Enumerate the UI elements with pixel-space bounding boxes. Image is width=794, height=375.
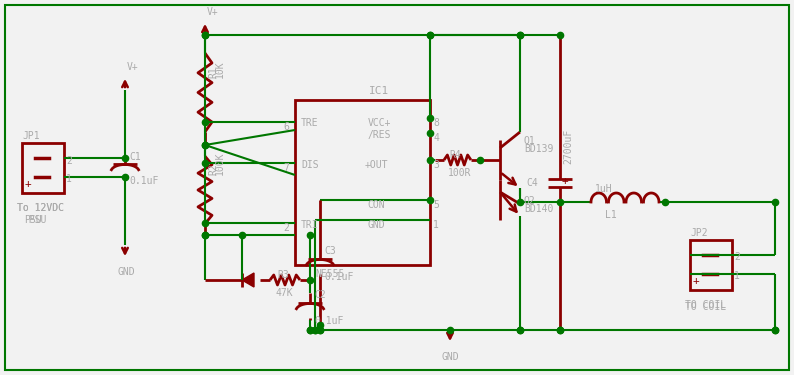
- Text: 2: 2: [283, 223, 289, 233]
- Text: C3: C3: [324, 246, 336, 256]
- Text: 3: 3: [433, 160, 439, 170]
- Text: 100K: 100K: [215, 152, 225, 175]
- Bar: [22, 143, 64, 193]
- Text: BD140: BD140: [524, 204, 553, 214]
- Text: 0.1uF: 0.1uF: [129, 177, 158, 186]
- Text: 2: 2: [66, 156, 72, 165]
- Text: 6: 6: [283, 122, 289, 132]
- Text: PSU: PSU: [24, 215, 41, 225]
- Text: TO COIL: TO COIL: [685, 302, 727, 312]
- Text: GND: GND: [442, 352, 460, 362]
- Text: To 12VDC
  PSU: To 12VDC PSU: [17, 203, 64, 225]
- Text: R3: R3: [277, 270, 289, 280]
- Polygon shape: [242, 273, 254, 287]
- Text: 47K: 47K: [275, 288, 293, 298]
- Text: 1: 1: [433, 220, 439, 230]
- Text: 10K: 10K: [215, 60, 225, 78]
- Text: 0.1uF: 0.1uF: [324, 272, 353, 282]
- Text: 2: 2: [734, 252, 740, 262]
- Text: +: +: [562, 177, 569, 186]
- Bar: [295, 100, 430, 265]
- Text: VCC+: VCC+: [368, 118, 391, 128]
- Text: IC1: IC1: [369, 86, 390, 96]
- Text: /RES: /RES: [368, 130, 391, 140]
- Text: V+: V+: [127, 62, 139, 72]
- Text: JP1: JP1: [22, 131, 40, 141]
- Text: TO COIL: TO COIL: [685, 300, 727, 310]
- Text: +: +: [25, 179, 32, 189]
- Text: C2: C2: [314, 291, 326, 300]
- Text: JP2: JP2: [690, 228, 707, 238]
- Text: GND: GND: [117, 267, 135, 277]
- Text: CON: CON: [368, 200, 385, 210]
- Text: 1: 1: [66, 174, 72, 184]
- Text: DIS: DIS: [301, 160, 318, 170]
- Text: 7: 7: [283, 163, 289, 173]
- Bar: [690, 240, 732, 290]
- Text: TRI: TRI: [301, 220, 318, 230]
- Text: R2: R2: [208, 163, 218, 175]
- Text: TRE: TRE: [301, 118, 318, 128]
- Text: NE555: NE555: [315, 269, 345, 279]
- Text: C1: C1: [129, 152, 141, 162]
- Text: 2700uF: 2700uF: [563, 129, 573, 165]
- Text: C4: C4: [526, 177, 538, 188]
- Text: +: +: [693, 276, 700, 286]
- Text: Q1: Q1: [524, 136, 536, 146]
- Text: Q2: Q2: [524, 196, 536, 206]
- Text: R1: R1: [208, 66, 218, 78]
- Text: 1: 1: [734, 271, 740, 281]
- Text: BD139: BD139: [524, 144, 553, 154]
- Text: GND: GND: [368, 220, 385, 230]
- Text: To 12VDC: To 12VDC: [17, 203, 64, 213]
- Text: 8: 8: [433, 118, 439, 128]
- Text: 1uH: 1uH: [595, 184, 613, 194]
- Text: 5: 5: [433, 200, 439, 210]
- Text: 4: 4: [433, 133, 439, 143]
- Text: 0.1uF: 0.1uF: [314, 315, 343, 326]
- Text: L1: L1: [605, 210, 617, 220]
- Text: 100R: 100R: [448, 168, 471, 178]
- Text: V+: V+: [207, 7, 219, 17]
- Text: R4: R4: [449, 150, 461, 160]
- Text: +OUT: +OUT: [364, 160, 388, 170]
